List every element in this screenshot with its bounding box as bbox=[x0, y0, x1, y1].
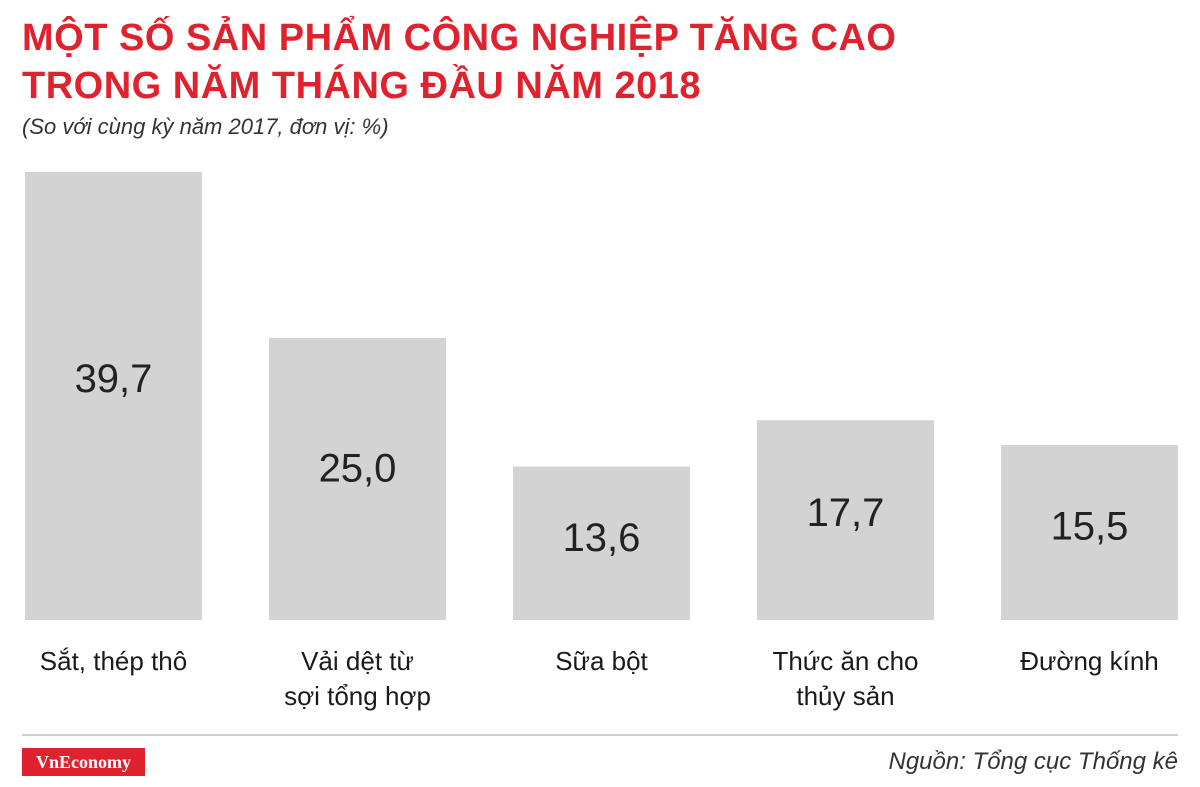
category-label: Sữa bột bbox=[555, 646, 648, 676]
bar-value-label: 15,5 bbox=[1051, 505, 1129, 549]
category-label-line: sợi tổng hợp bbox=[284, 681, 431, 711]
footer-divider bbox=[22, 734, 1178, 736]
category-label: Vải dệt từ sợi tổng hợp bbox=[284, 646, 431, 711]
bar-chart: 39,7 Sắt, thép thô 25,0 Vải dệt từ sợi tổng … bbox=[25, 172, 1178, 711]
vneconomy-logo: VnEconomy bbox=[22, 748, 145, 776]
category-label-line: Sữa bột bbox=[555, 646, 648, 676]
category-label-line: Vải dệt từ bbox=[301, 646, 414, 676]
category-label: Đường kính bbox=[1020, 646, 1159, 676]
category-label-line: Thức ăn cho bbox=[772, 646, 918, 676]
category-label-line: Sắt, thép thô bbox=[40, 646, 187, 676]
bar-1 bbox=[25, 172, 202, 620]
category-label-line: thủy sản bbox=[796, 681, 894, 711]
chart-subtitle: (So với cùng kỳ năm 2017, đơn vị: %) bbox=[22, 114, 389, 139]
bar-value-label: 17,7 bbox=[807, 491, 885, 535]
chart-title: MỘT SỐ SẢN PHẨM CÔNG NGHIỆP TĂNG CAO TRO… bbox=[22, 14, 896, 110]
chart-title-line-1: MỘT SỐ SẢN PHẨM CÔNG NGHIỆP TĂNG CAO bbox=[22, 17, 897, 59]
bar-value-label: 25,0 bbox=[319, 447, 397, 491]
category-label: Sắt, thép thô bbox=[40, 646, 187, 676]
bar-5 bbox=[1001, 445, 1178, 620]
bar-4 bbox=[757, 420, 934, 620]
bar-value-label: 13,6 bbox=[563, 516, 641, 560]
bar-3 bbox=[513, 466, 690, 620]
source-note: Nguồn: Tổng cục Thống kê bbox=[888, 748, 1178, 775]
category-label-line: Đường kính bbox=[1020, 646, 1159, 676]
bar-value-label: 39,7 bbox=[75, 357, 153, 401]
chart-title-line-2: TRONG NĂM THÁNG ĐẦU NĂM 2018 bbox=[22, 65, 702, 107]
category-label: Thức ăn cho thủy sản bbox=[772, 646, 918, 711]
bar-2 bbox=[269, 337, 446, 620]
